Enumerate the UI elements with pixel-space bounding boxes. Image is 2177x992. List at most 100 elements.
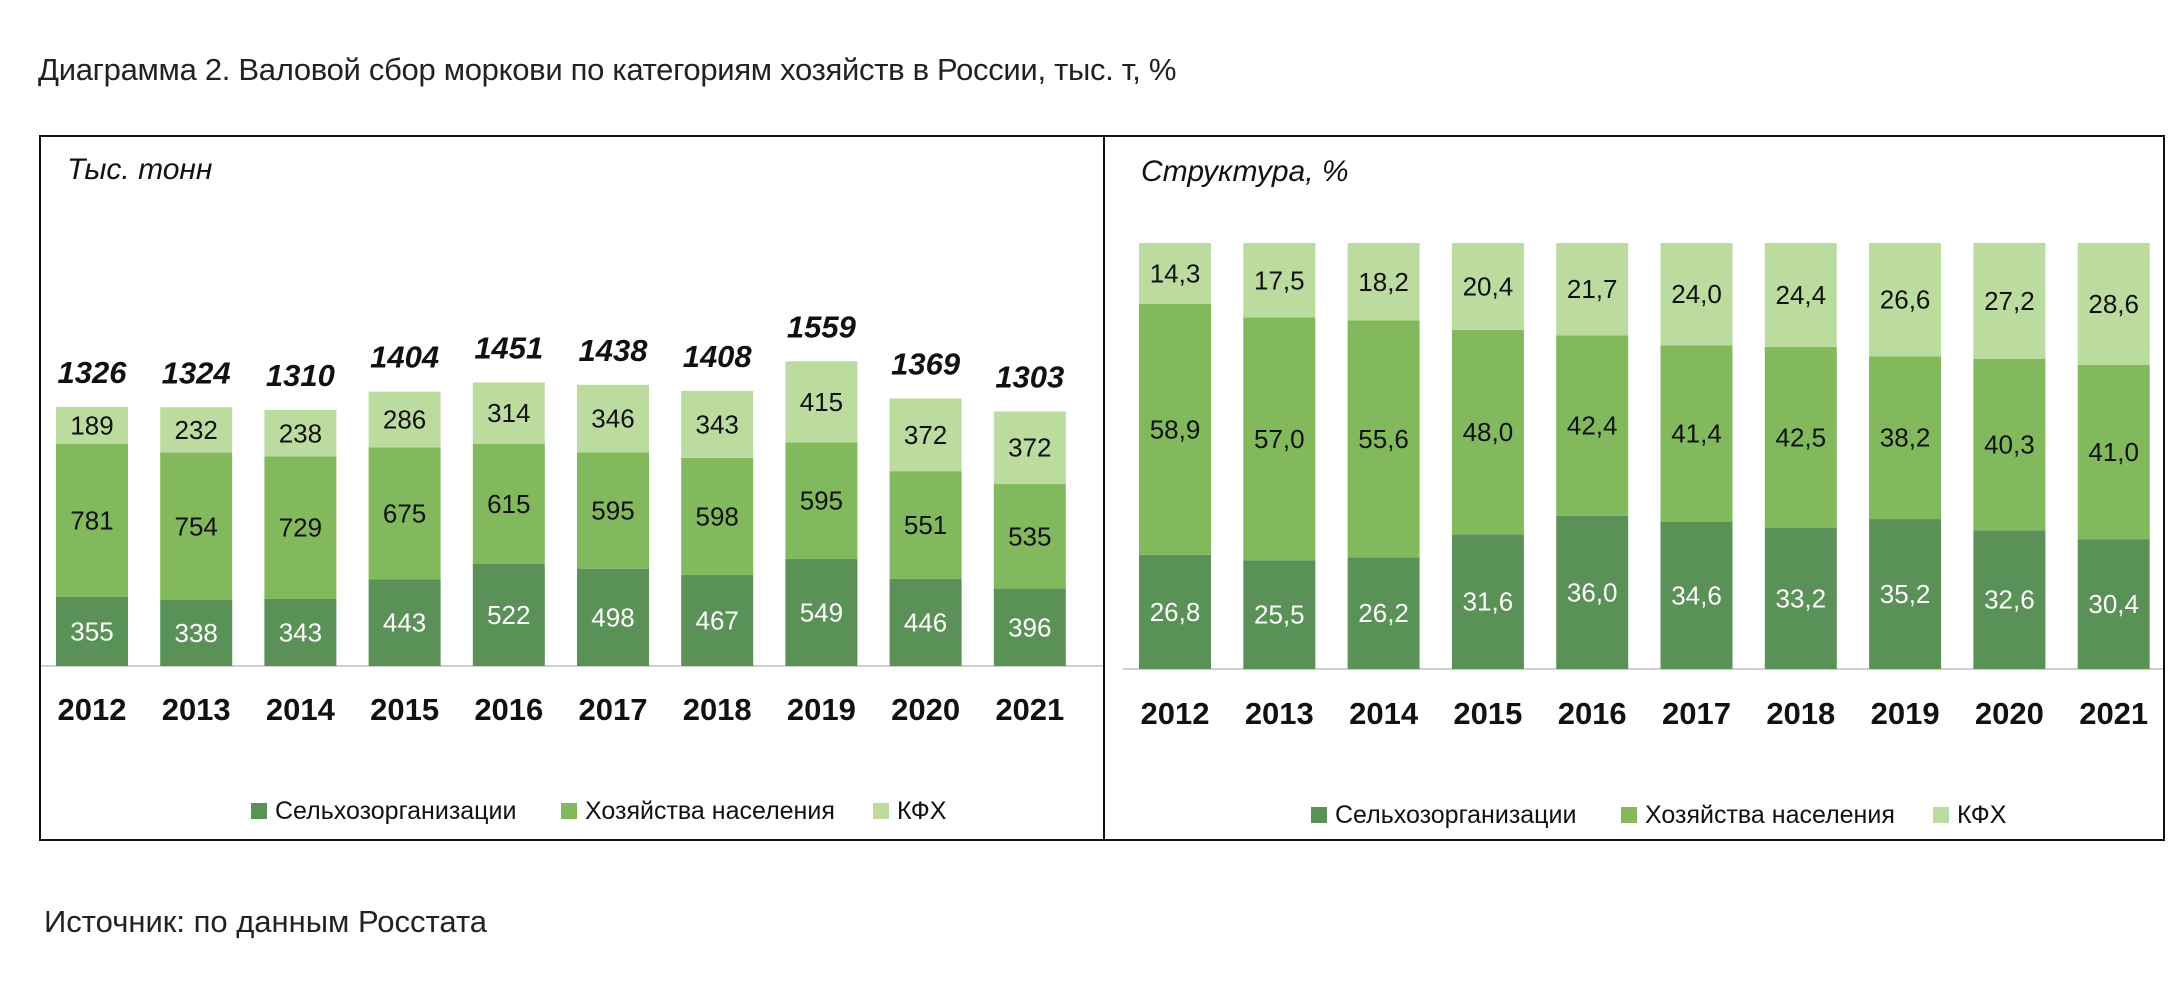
bar-naselenie-2019 [785, 442, 858, 559]
data-label: 48,0 [1463, 417, 1514, 447]
bar-naselenie-2017 [577, 452, 649, 569]
bar-naselenie-2015 [368, 447, 441, 580]
data-label: 33,2 [1775, 583, 1826, 613]
data-label: 781 [70, 505, 113, 535]
bar-naselenie-2020 [1973, 358, 2046, 531]
bar-naselenie-2018 [681, 457, 754, 575]
data-label: 21,7 [1567, 274, 1618, 304]
bar-naselenie-2014 [1347, 320, 1420, 558]
x-tick-label: 2019 [787, 692, 856, 727]
data-label: 595 [591, 496, 634, 526]
x-tick-label: 2020 [1975, 696, 2044, 731]
total-label: 1326 [58, 355, 128, 390]
total-label: 1369 [891, 346, 961, 381]
bar-naselenie-2019 [1869, 356, 1942, 520]
bar-naselenie-2013 [1243, 317, 1316, 561]
bar-selkhoz-2015 [368, 579, 441, 666]
bar-selkhoz-2018 [1764, 527, 1837, 669]
bar-kfh-2017 [577, 384, 649, 453]
data-label: 343 [696, 409, 739, 439]
legend-label: Хозяйства населения [585, 797, 835, 825]
x-tick-label: 2019 [1871, 696, 1940, 731]
structure-chart: Структура, % 26,8 58,9 14,3 2012 25,5 57,0 17,5… [1123, 155, 2163, 829]
volume-chart: Тыс. тонн 355 781 189 1326 2012 338 754 232 1324 2… [41, 153, 1103, 825]
data-label: 41,0 [2088, 437, 2139, 467]
data-label: 729 [279, 513, 322, 543]
bar-selkhoz-2017 [577, 568, 649, 666]
data-label: 26,8 [1150, 597, 1201, 627]
bar-kfh-2016 [1556, 243, 1629, 336]
x-tick-label: 2020 [891, 692, 960, 727]
data-label: 372 [904, 420, 947, 450]
total-label: 1408 [683, 339, 753, 374]
bar-naselenie-2013 [160, 452, 233, 600]
panel-title: Тыс. тонн [67, 153, 212, 186]
bar-kfh-2014 [1347, 243, 1420, 321]
data-label: 24,4 [1775, 280, 1826, 310]
data-label: 42,5 [1775, 422, 1826, 452]
data-label: 338 [175, 618, 218, 648]
x-tick-label: 2016 [474, 692, 543, 727]
bar-kfh-2012 [1139, 243, 1211, 304]
bar-kfh-2015 [1451, 243, 1524, 330]
bar-selkhoz-2013 [160, 599, 233, 666]
data-label: 549 [800, 597, 843, 627]
x-tick-label: 2013 [1245, 696, 1314, 731]
data-label: 232 [175, 415, 218, 445]
legend-swatch-kfh [1933, 807, 1949, 823]
figure-title: Диаграмма 2. Валовой сбор моркови по кат… [38, 52, 1177, 87]
bar-selkhoz-2021 [993, 588, 1066, 666]
data-label: 42,4 [1567, 411, 1618, 441]
x-tick-label: 2016 [1558, 696, 1627, 731]
bar-naselenie-2020 [889, 471, 962, 579]
legend-label: Хозяйства населения [1645, 801, 1895, 829]
data-label: 14,3 [1150, 258, 1201, 288]
x-tick-label: 2018 [683, 692, 752, 727]
total-label: 1310 [266, 358, 335, 393]
bar-kfh-2019 [785, 361, 858, 443]
bar-kfh-2016 [472, 382, 545, 444]
data-label: 675 [383, 498, 426, 528]
data-label: 38,2 [1880, 423, 1931, 453]
legend-swatch-selkhoz [1311, 807, 1327, 823]
bar-kfh-2013 [160, 407, 233, 453]
bar-selkhoz-2016 [472, 563, 545, 666]
data-label: 615 [487, 489, 530, 519]
bar-naselenie-2012 [56, 444, 128, 597]
bar-selkhoz-2013 [1243, 560, 1316, 669]
data-label: 30,4 [2088, 589, 2139, 619]
bar-selkhoz-2012 [1139, 554, 1211, 669]
legend-label: КФХ [1957, 801, 2007, 829]
legend-label: КФХ [897, 797, 947, 825]
bar-kfh-2018 [681, 390, 754, 458]
data-label: 355 [70, 616, 113, 646]
data-label: 343 [279, 617, 322, 647]
bar-kfh-2019 [1869, 243, 1942, 357]
data-label: 396 [1008, 612, 1051, 642]
bar-selkhoz-2014 [1347, 557, 1420, 669]
bar-kfh-2017 [1660, 243, 1733, 346]
data-label: 25,5 [1254, 600, 1305, 630]
legend-label: Сельхозорганизации [1335, 801, 1576, 829]
data-label: 26,2 [1358, 598, 1409, 628]
data-label: 346 [591, 404, 634, 434]
data-label: 498 [591, 602, 634, 632]
x-tick-label: 2013 [162, 692, 231, 727]
total-label: 1324 [162, 355, 231, 390]
data-label: 238 [279, 418, 322, 448]
data-label: 41,4 [1671, 418, 1722, 448]
bar-kfh-2012 [56, 407, 128, 444]
bar-selkhoz-2021 [2077, 539, 2150, 669]
x-tick-label: 2017 [579, 692, 648, 727]
bar-selkhoz-2019 [785, 558, 858, 666]
bar-naselenie-2016 [472, 443, 545, 564]
bar-selkhoz-2020 [889, 578, 962, 666]
x-tick-label: 2017 [1662, 696, 1731, 731]
right-panel: Структура, % 26,8 58,9 14,3 2012 25,5 57,0 17,5… [1105, 137, 2163, 839]
data-label: 28,6 [2088, 289, 2139, 319]
total-label: 1303 [995, 359, 1064, 394]
bar-naselenie-2015 [1451, 329, 1524, 535]
panel-divider [1103, 135, 1105, 841]
data-label: 754 [175, 511, 218, 541]
data-label: 595 [800, 486, 843, 516]
